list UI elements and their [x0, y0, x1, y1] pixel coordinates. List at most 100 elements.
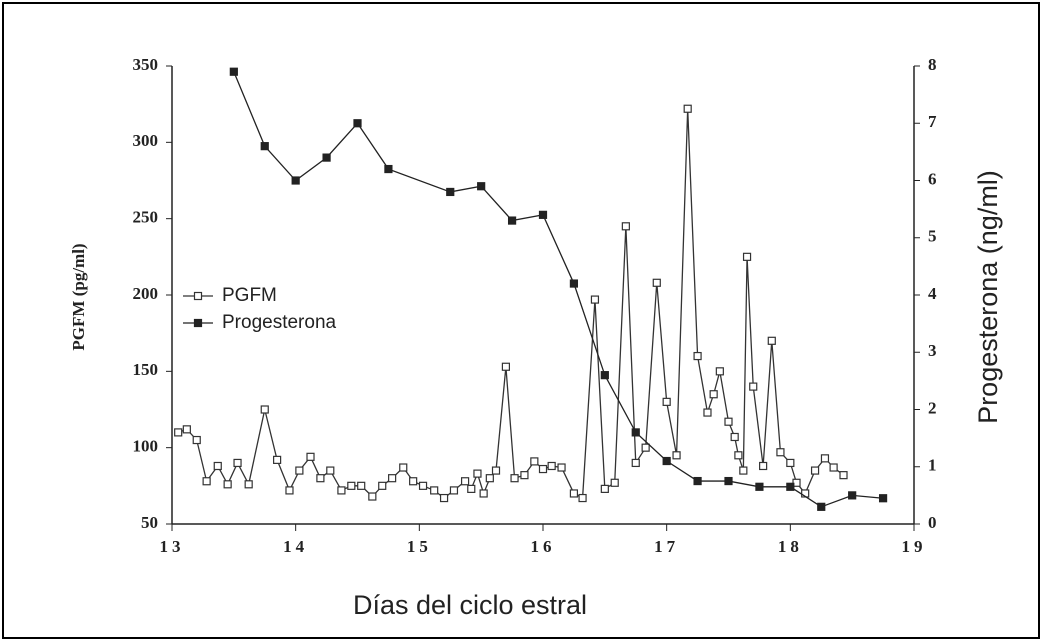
legend-label: Progesterona	[222, 312, 337, 333]
y2-tick-label: 5	[928, 227, 937, 246]
data-point	[439, 493, 449, 503]
data-point	[839, 471, 848, 480]
data-point	[759, 461, 768, 471]
y2-tick-label: 0	[928, 513, 937, 532]
data-point	[507, 216, 517, 225]
data-point	[388, 474, 397, 483]
y-axis-label: PGFM (pg/ml)	[69, 243, 88, 350]
data-point	[430, 486, 439, 495]
data-point	[683, 104, 692, 113]
data-point	[767, 336, 776, 345]
data-point	[590, 295, 600, 304]
data-point	[878, 494, 888, 503]
x-tick-label: 16	[531, 537, 556, 556]
data-point	[260, 142, 269, 151]
y2-axis-label: Progesterona (ng/ml)	[973, 170, 1003, 424]
data-point	[449, 486, 459, 495]
legend-marker	[193, 318, 203, 328]
data-point	[652, 278, 661, 287]
data-point	[479, 489, 488, 498]
data-point	[337, 486, 346, 495]
x-tick-label: 17	[654, 537, 679, 556]
data-point	[715, 367, 724, 376]
data-point	[829, 463, 838, 472]
data-point	[610, 478, 619, 487]
y-tick-label: 350	[133, 55, 159, 74]
data-point	[538, 210, 548, 219]
data-point	[260, 405, 269, 414]
data-point	[578, 493, 587, 503]
data-point	[460, 477, 470, 486]
y2-tick-label: 7	[928, 112, 937, 131]
data-point	[724, 417, 733, 426]
data-point	[724, 476, 733, 486]
data-point	[703, 408, 712, 417]
data-point	[285, 486, 294, 495]
y-tick-label: 250	[133, 208, 159, 227]
data-point	[202, 477, 211, 486]
data-point	[418, 481, 428, 490]
legend-marker	[193, 291, 203, 301]
data-point	[557, 463, 566, 472]
data-point	[446, 187, 455, 197]
data-point	[641, 443, 650, 452]
data-point	[295, 466, 304, 475]
data-point	[600, 484, 609, 493]
data-point	[368, 492, 377, 501]
y-tick-label: 300	[133, 131, 159, 150]
data-point	[357, 481, 366, 490]
data-point	[378, 481, 387, 490]
y-tick-label: 50	[141, 513, 158, 532]
data-point	[322, 153, 331, 162]
data-point	[174, 428, 183, 437]
x-axis-label: Días del ciclo estral	[353, 590, 587, 620]
y2-tick-label: 2	[928, 398, 937, 417]
data-point	[477, 182, 486, 191]
x-tick-label: 19	[902, 537, 927, 556]
data-point	[817, 502, 826, 511]
series-line	[177, 108, 844, 500]
data-point	[306, 452, 315, 461]
data-point	[291, 176, 300, 185]
y-tick-label: 100	[133, 437, 159, 456]
data-point	[547, 461, 556, 471]
data-point	[491, 466, 501, 475]
data-point	[467, 484, 476, 493]
data-point	[755, 482, 764, 491]
series-line	[233, 71, 884, 508]
data-point	[662, 456, 671, 466]
data-point	[538, 464, 548, 474]
data-point	[485, 474, 494, 483]
data-point	[693, 476, 702, 486]
data-point	[631, 458, 640, 468]
y-tick-label: 200	[133, 284, 159, 303]
data-point	[353, 119, 362, 128]
data-point	[520, 471, 529, 480]
data-point	[244, 480, 253, 489]
data-point	[786, 458, 795, 468]
data-point	[326, 466, 335, 475]
data-point	[473, 469, 482, 478]
data-point	[213, 461, 222, 471]
data-point	[569, 489, 579, 498]
data-point	[776, 448, 785, 457]
data-point	[530, 457, 539, 466]
y2-tick-label: 3	[928, 341, 937, 360]
data-point	[730, 432, 739, 442]
data-point	[223, 480, 232, 489]
data-point	[510, 474, 519, 483]
data-point	[693, 351, 702, 361]
data-point	[672, 451, 681, 460]
data-point	[192, 435, 201, 445]
data-point	[662, 397, 671, 406]
y2-tick-label: 6	[928, 169, 937, 188]
data-point	[820, 454, 830, 463]
data-point	[316, 474, 325, 483]
data-point	[501, 362, 510, 371]
data-point	[709, 390, 718, 399]
data-point	[384, 164, 393, 174]
legend-label: PGFM	[222, 285, 277, 306]
x-tick-label: 14	[283, 537, 308, 556]
data-point	[233, 458, 242, 468]
